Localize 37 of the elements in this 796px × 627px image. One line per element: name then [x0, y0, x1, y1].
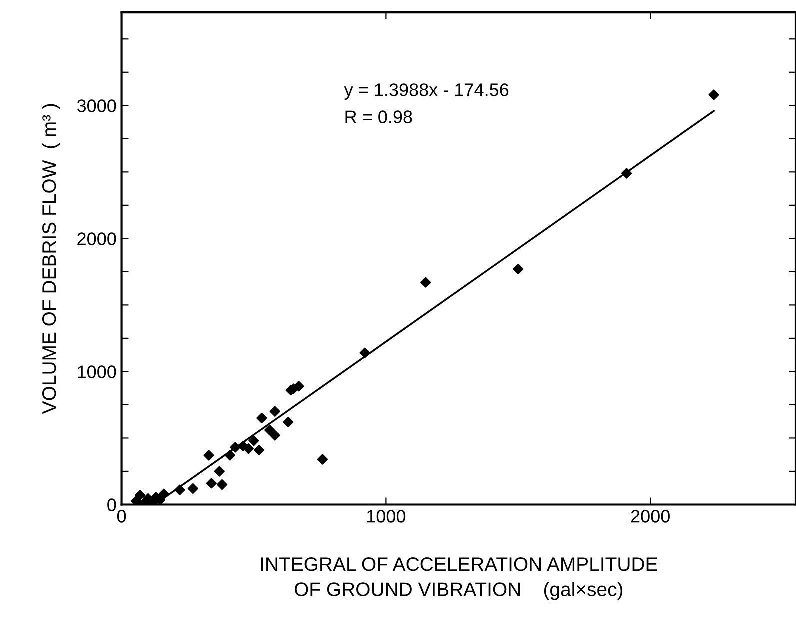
point — [188, 483, 198, 494]
annotation: y = 1.3988x - 174.56 — [344, 84, 509, 100]
y-tick-label: 0 — [108, 498, 116, 512]
point — [224, 450, 236, 461]
y-axis-title: VOLUME OF DEBRIS FLOW ( m³ ) — [42, 104, 60, 414]
x-tick-label: 2000 — [631, 510, 670, 523]
point — [621, 168, 632, 179]
point — [256, 412, 268, 424]
point — [264, 424, 276, 436]
point — [248, 436, 260, 446]
point — [158, 488, 170, 500]
point — [206, 478, 217, 489]
point — [214, 466, 225, 477]
y-tick-label: 1000 — [78, 366, 116, 378]
x-tick-label: 0 — [117, 510, 126, 523]
point — [270, 406, 280, 417]
point — [174, 484, 186, 496]
y-tick-label: 3000 — [77, 100, 116, 112]
point — [317, 454, 328, 465]
point — [270, 430, 280, 441]
x-axis-title: INTEGRAL OF ACCELERATION AMPLITUDE OF GROUND VIBRATION (gal×sec) — [261, 557, 658, 600]
annotation: R = 0.98 — [346, 110, 412, 124]
point — [254, 444, 265, 456]
point — [513, 264, 524, 275]
point — [360, 348, 370, 358]
point — [204, 450, 214, 461]
point — [131, 496, 142, 505]
point — [708, 90, 720, 100]
point — [294, 381, 304, 392]
point — [420, 277, 432, 288]
point — [243, 444, 254, 454]
point — [230, 442, 241, 453]
x-tick-label: 1000 — [367, 510, 406, 523]
point — [283, 416, 294, 428]
point — [134, 490, 146, 501]
point — [216, 479, 228, 490]
y-tick-label: 2000 — [78, 232, 116, 246]
